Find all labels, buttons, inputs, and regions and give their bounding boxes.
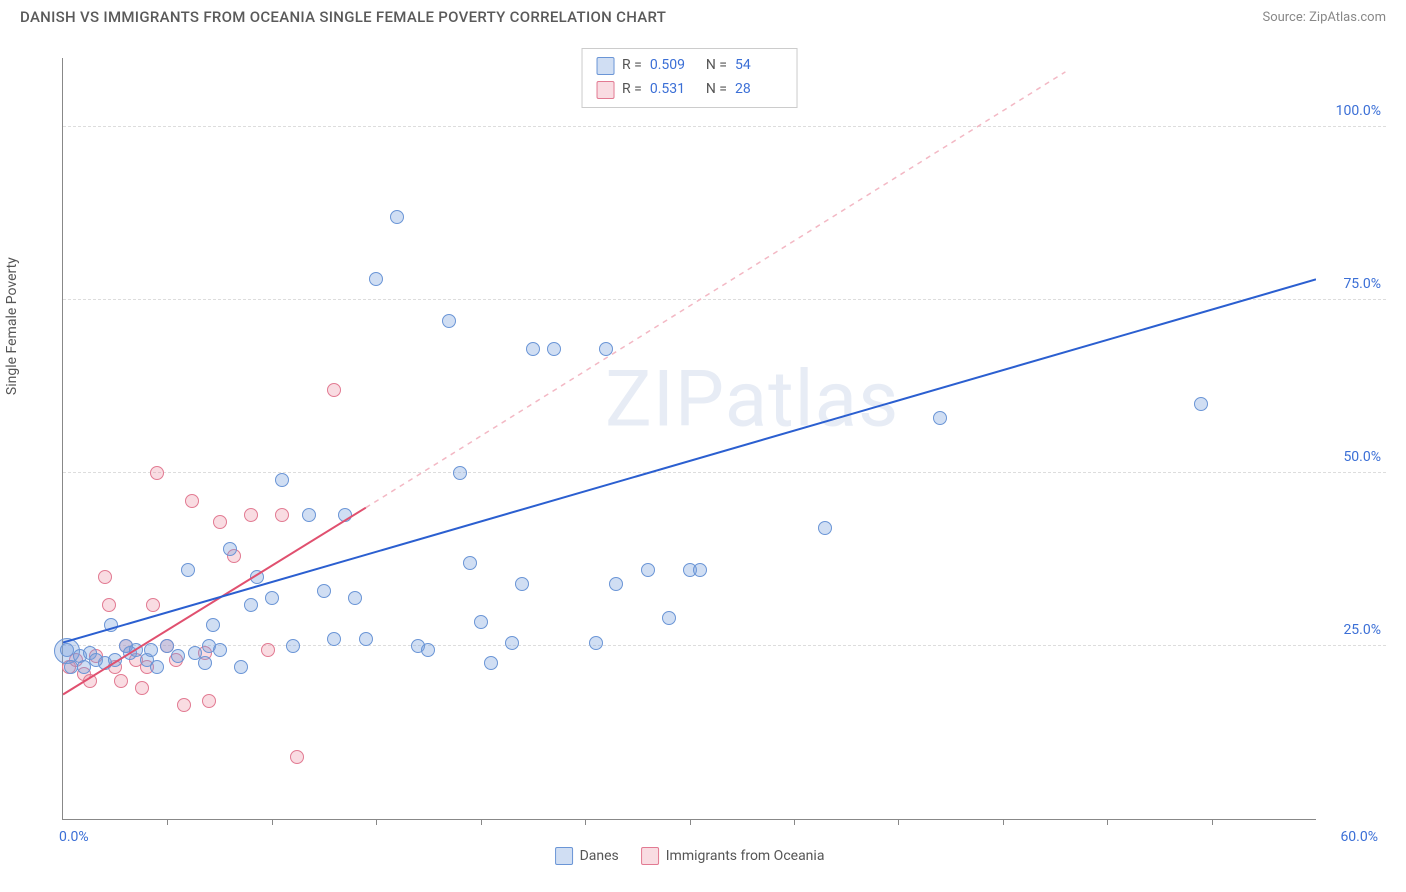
data-point — [421, 643, 435, 657]
x-tick-mark — [167, 819, 168, 825]
legend-item-oceania: Immigrants from Oceania — [641, 847, 825, 865]
data-point — [327, 632, 341, 646]
data-point — [348, 591, 362, 605]
data-point — [474, 615, 488, 629]
data-point — [223, 542, 237, 556]
data-point — [198, 656, 212, 670]
data-point — [150, 660, 164, 674]
data-point — [369, 272, 383, 286]
y-axis-label: Single Female Poverty — [4, 257, 20, 395]
data-point — [202, 694, 216, 708]
data-point — [641, 563, 655, 577]
data-point — [261, 643, 275, 657]
trend-lines — [63, 58, 1316, 819]
data-point — [933, 411, 947, 425]
data-point — [181, 563, 195, 577]
gridline — [63, 472, 1386, 473]
x-tick-mark — [272, 819, 273, 825]
x-tick-mark — [690, 819, 691, 825]
data-point — [171, 649, 185, 663]
data-point — [146, 598, 160, 612]
data-point — [177, 698, 191, 712]
x-tick-mark — [1212, 819, 1213, 825]
legend-item-danes: Danes — [555, 847, 619, 865]
data-point — [206, 618, 220, 632]
data-point — [213, 515, 227, 529]
data-point — [213, 643, 227, 657]
data-point — [83, 674, 97, 688]
data-point — [265, 591, 279, 605]
page-title: DANISH VS IMMIGRANTS FROM OCEANIA SINGLE… — [20, 8, 666, 26]
gridline — [63, 126, 1386, 127]
x-tick-mark — [898, 819, 899, 825]
data-point — [135, 681, 149, 695]
data-point — [1194, 397, 1208, 411]
data-point — [185, 494, 199, 508]
data-point — [104, 618, 118, 632]
x-axis-max-label: 60.0% — [1340, 829, 1378, 845]
data-point — [338, 508, 352, 522]
y-tick-label: 50.0% — [1343, 449, 1381, 465]
data-point — [108, 653, 122, 667]
watermark: ZIPatlas — [605, 355, 899, 446]
data-point — [589, 636, 603, 650]
data-point — [302, 508, 316, 522]
y-tick-label: 100.0% — [1336, 103, 1381, 119]
data-point — [547, 342, 561, 356]
x-tick-mark — [376, 819, 377, 825]
data-point — [662, 611, 676, 625]
y-tick-label: 75.0% — [1343, 276, 1381, 292]
data-point — [290, 750, 304, 764]
data-point — [150, 466, 164, 480]
swatch-icon — [641, 847, 659, 865]
data-point — [359, 632, 373, 646]
data-point — [442, 314, 456, 328]
correlation-legend: R = 0.509 N = 54 R = 0.531 N = 28 — [581, 48, 798, 108]
gridline — [63, 299, 1386, 300]
x-tick-mark — [481, 819, 482, 825]
y-tick-label: 25.0% — [1343, 622, 1381, 638]
data-point — [114, 674, 128, 688]
swatch-icon — [555, 847, 573, 865]
data-point — [693, 563, 707, 577]
data-point — [286, 639, 300, 653]
legend-row-danes: R = 0.509 N = 54 — [596, 54, 783, 78]
x-axis-min-label: 0.0% — [59, 829, 89, 845]
data-point — [234, 660, 248, 674]
data-point — [505, 636, 519, 650]
x-tick-mark — [1107, 819, 1108, 825]
x-tick-mark — [585, 819, 586, 825]
x-tick-mark — [794, 819, 795, 825]
data-point — [102, 598, 116, 612]
data-point — [250, 570, 264, 584]
legend-row-oceania: R = 0.531 N = 28 — [596, 78, 783, 102]
data-point — [244, 508, 258, 522]
data-point — [526, 342, 540, 356]
data-point — [818, 521, 832, 535]
data-point — [244, 598, 258, 612]
data-point — [390, 210, 404, 224]
series-legend: Danes Immigrants from Oceania — [545, 845, 835, 867]
data-point — [275, 473, 289, 487]
data-point — [484, 656, 498, 670]
data-point — [463, 556, 477, 570]
source-attribution: Source: ZipAtlas.com — [1262, 10, 1386, 25]
data-point — [609, 577, 623, 591]
data-point — [453, 466, 467, 480]
data-point — [275, 508, 289, 522]
x-tick-mark — [1003, 819, 1004, 825]
data-point — [599, 342, 613, 356]
swatch-icon — [596, 81, 614, 99]
data-point — [317, 584, 331, 598]
data-point — [144, 643, 158, 657]
swatch-icon — [596, 57, 614, 75]
scatter-plot: ZIPatlas R = 0.509 N = 54 R = 0.531 N = … — [62, 58, 1316, 820]
data-point — [327, 383, 341, 397]
data-point — [515, 577, 529, 591]
data-point — [98, 570, 112, 584]
chart-container: Single Female Poverty ZIPatlas R = 0.509… — [20, 40, 1386, 872]
